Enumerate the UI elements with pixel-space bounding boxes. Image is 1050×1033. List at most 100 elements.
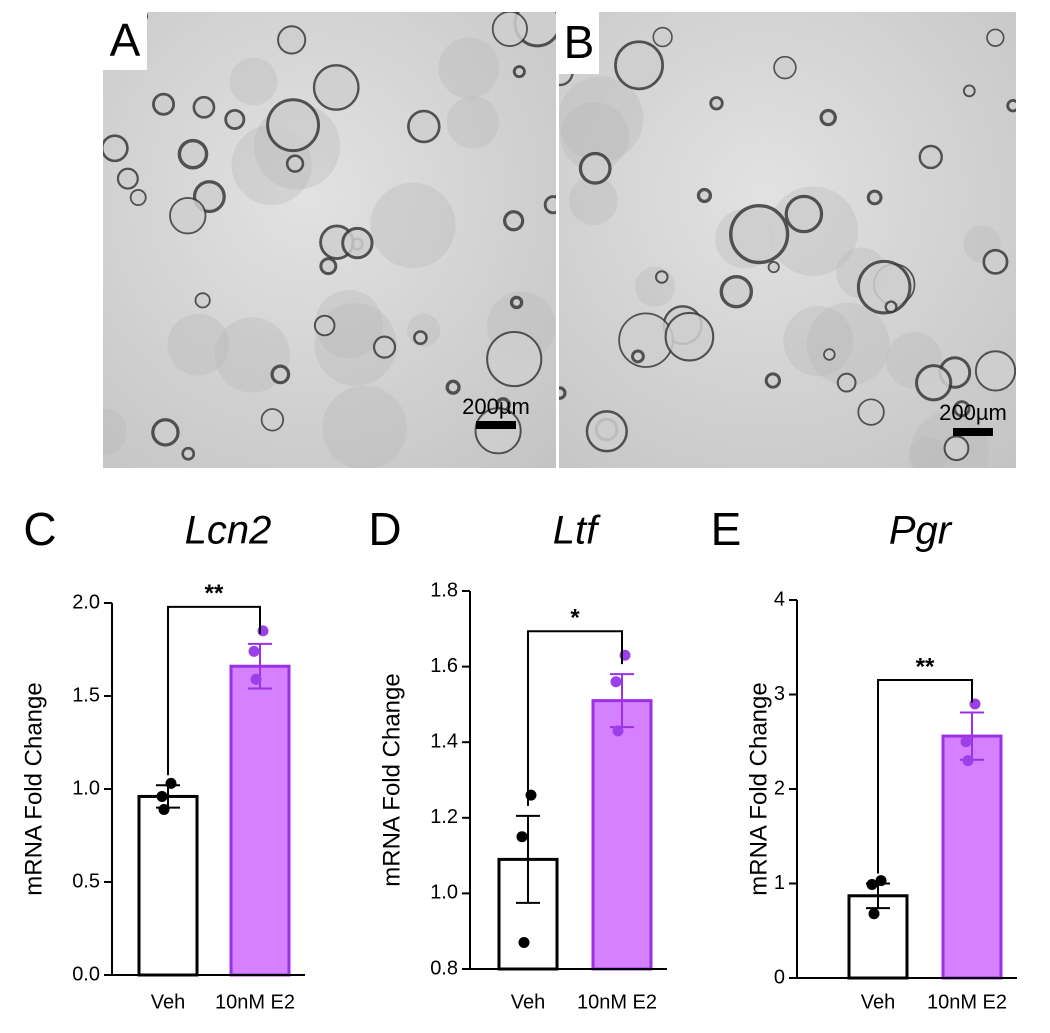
y-tick-label: 1.0 [430,882,458,904]
blur-spot [438,37,500,99]
significance-bracket [527,630,623,806]
organoid [974,350,1016,392]
data-point [248,645,260,657]
x-tick-label: Veh [861,991,895,1013]
y-tick-label: 1.5 [72,684,100,706]
organoid [313,314,336,337]
organoid [266,98,320,153]
organoid [116,167,139,190]
organoid [192,95,216,119]
x-tick-label: 10nM E2 [927,991,1007,1013]
bar [591,699,653,971]
organoid [943,435,970,462]
organoid [578,151,612,185]
y-tick-label: 1.6 [430,655,458,677]
data-point [612,725,624,737]
organoid [341,226,374,260]
blur-spot [167,313,230,376]
organoid [285,154,305,173]
x-tick-label: Veh [511,991,545,1013]
chart-title: Lcn2 [185,509,272,553]
organoid [486,330,543,388]
organoid [819,108,837,127]
blur-spot [446,96,500,149]
y-axis-label: mRNA Fold Change [378,673,405,886]
micrograph [559,12,1016,468]
organoid [503,210,525,232]
organoid [654,270,669,284]
scale-bar [953,428,993,436]
panel-label: E [711,503,742,555]
organoid [696,187,713,204]
organoid [631,349,645,364]
significance-label: ** [916,653,935,680]
organoid [177,138,209,170]
panel-label: C [23,503,56,555]
organoid [181,446,196,461]
chart-title: Ltf [553,509,601,553]
organoid [856,259,912,315]
organoid [884,300,898,314]
organoid [773,55,797,80]
panel-label: B [564,16,595,68]
organoid [764,372,781,389]
y-tick-label: 1 [774,872,785,894]
y-axis-label: mRNA Fold Change [20,682,47,895]
organoid [407,109,441,144]
data-point [610,676,622,688]
organoid [918,144,943,170]
data-point [875,875,887,887]
y-tick-label: 1.8 [430,579,458,601]
organoid [953,400,971,418]
organoid [277,25,307,55]
y-tick-label: 0 [774,966,785,988]
organoid [962,84,976,98]
blur-spot [322,385,407,468]
blur-spot [229,57,278,106]
bar [229,664,291,977]
y-tick-label: 1.0 [72,777,100,799]
blur-spot [908,436,948,468]
panel-label: A [110,14,141,66]
organoid [729,204,790,265]
data-point [868,908,880,920]
data-point [165,777,177,789]
organoid [543,195,556,215]
significance-label: ** [205,580,224,607]
organoid [270,364,291,385]
blur-spot [806,302,890,386]
organoid [1006,99,1016,113]
bar [847,894,909,980]
data-point [250,673,262,685]
organoid [866,189,883,206]
micrograph [103,12,556,468]
organoid [509,295,524,310]
organoid [224,108,246,130]
organoid [194,292,211,309]
y-tick-label: 0.8 [430,957,458,979]
organoid [372,335,397,359]
blur-spot [560,101,630,171]
organoid [664,311,715,362]
organoid [474,407,522,455]
organoid [151,418,180,447]
bar [137,794,199,977]
data-point [962,755,974,767]
bar [941,734,1003,980]
organoid [491,12,528,47]
y-tick-label: 3 [774,683,785,705]
data-point [158,803,170,815]
data-point [156,790,168,802]
organoid [585,410,628,453]
organoid [169,196,207,235]
organoid [103,134,129,163]
organoid [512,65,526,79]
panel-label: D [368,503,401,555]
blur-spot [783,306,854,377]
organoid [784,194,824,234]
organoid [413,330,428,345]
y-axis-label: mRNA Fold Change [745,682,772,895]
blur-spot [634,266,676,307]
organoid [618,312,674,368]
